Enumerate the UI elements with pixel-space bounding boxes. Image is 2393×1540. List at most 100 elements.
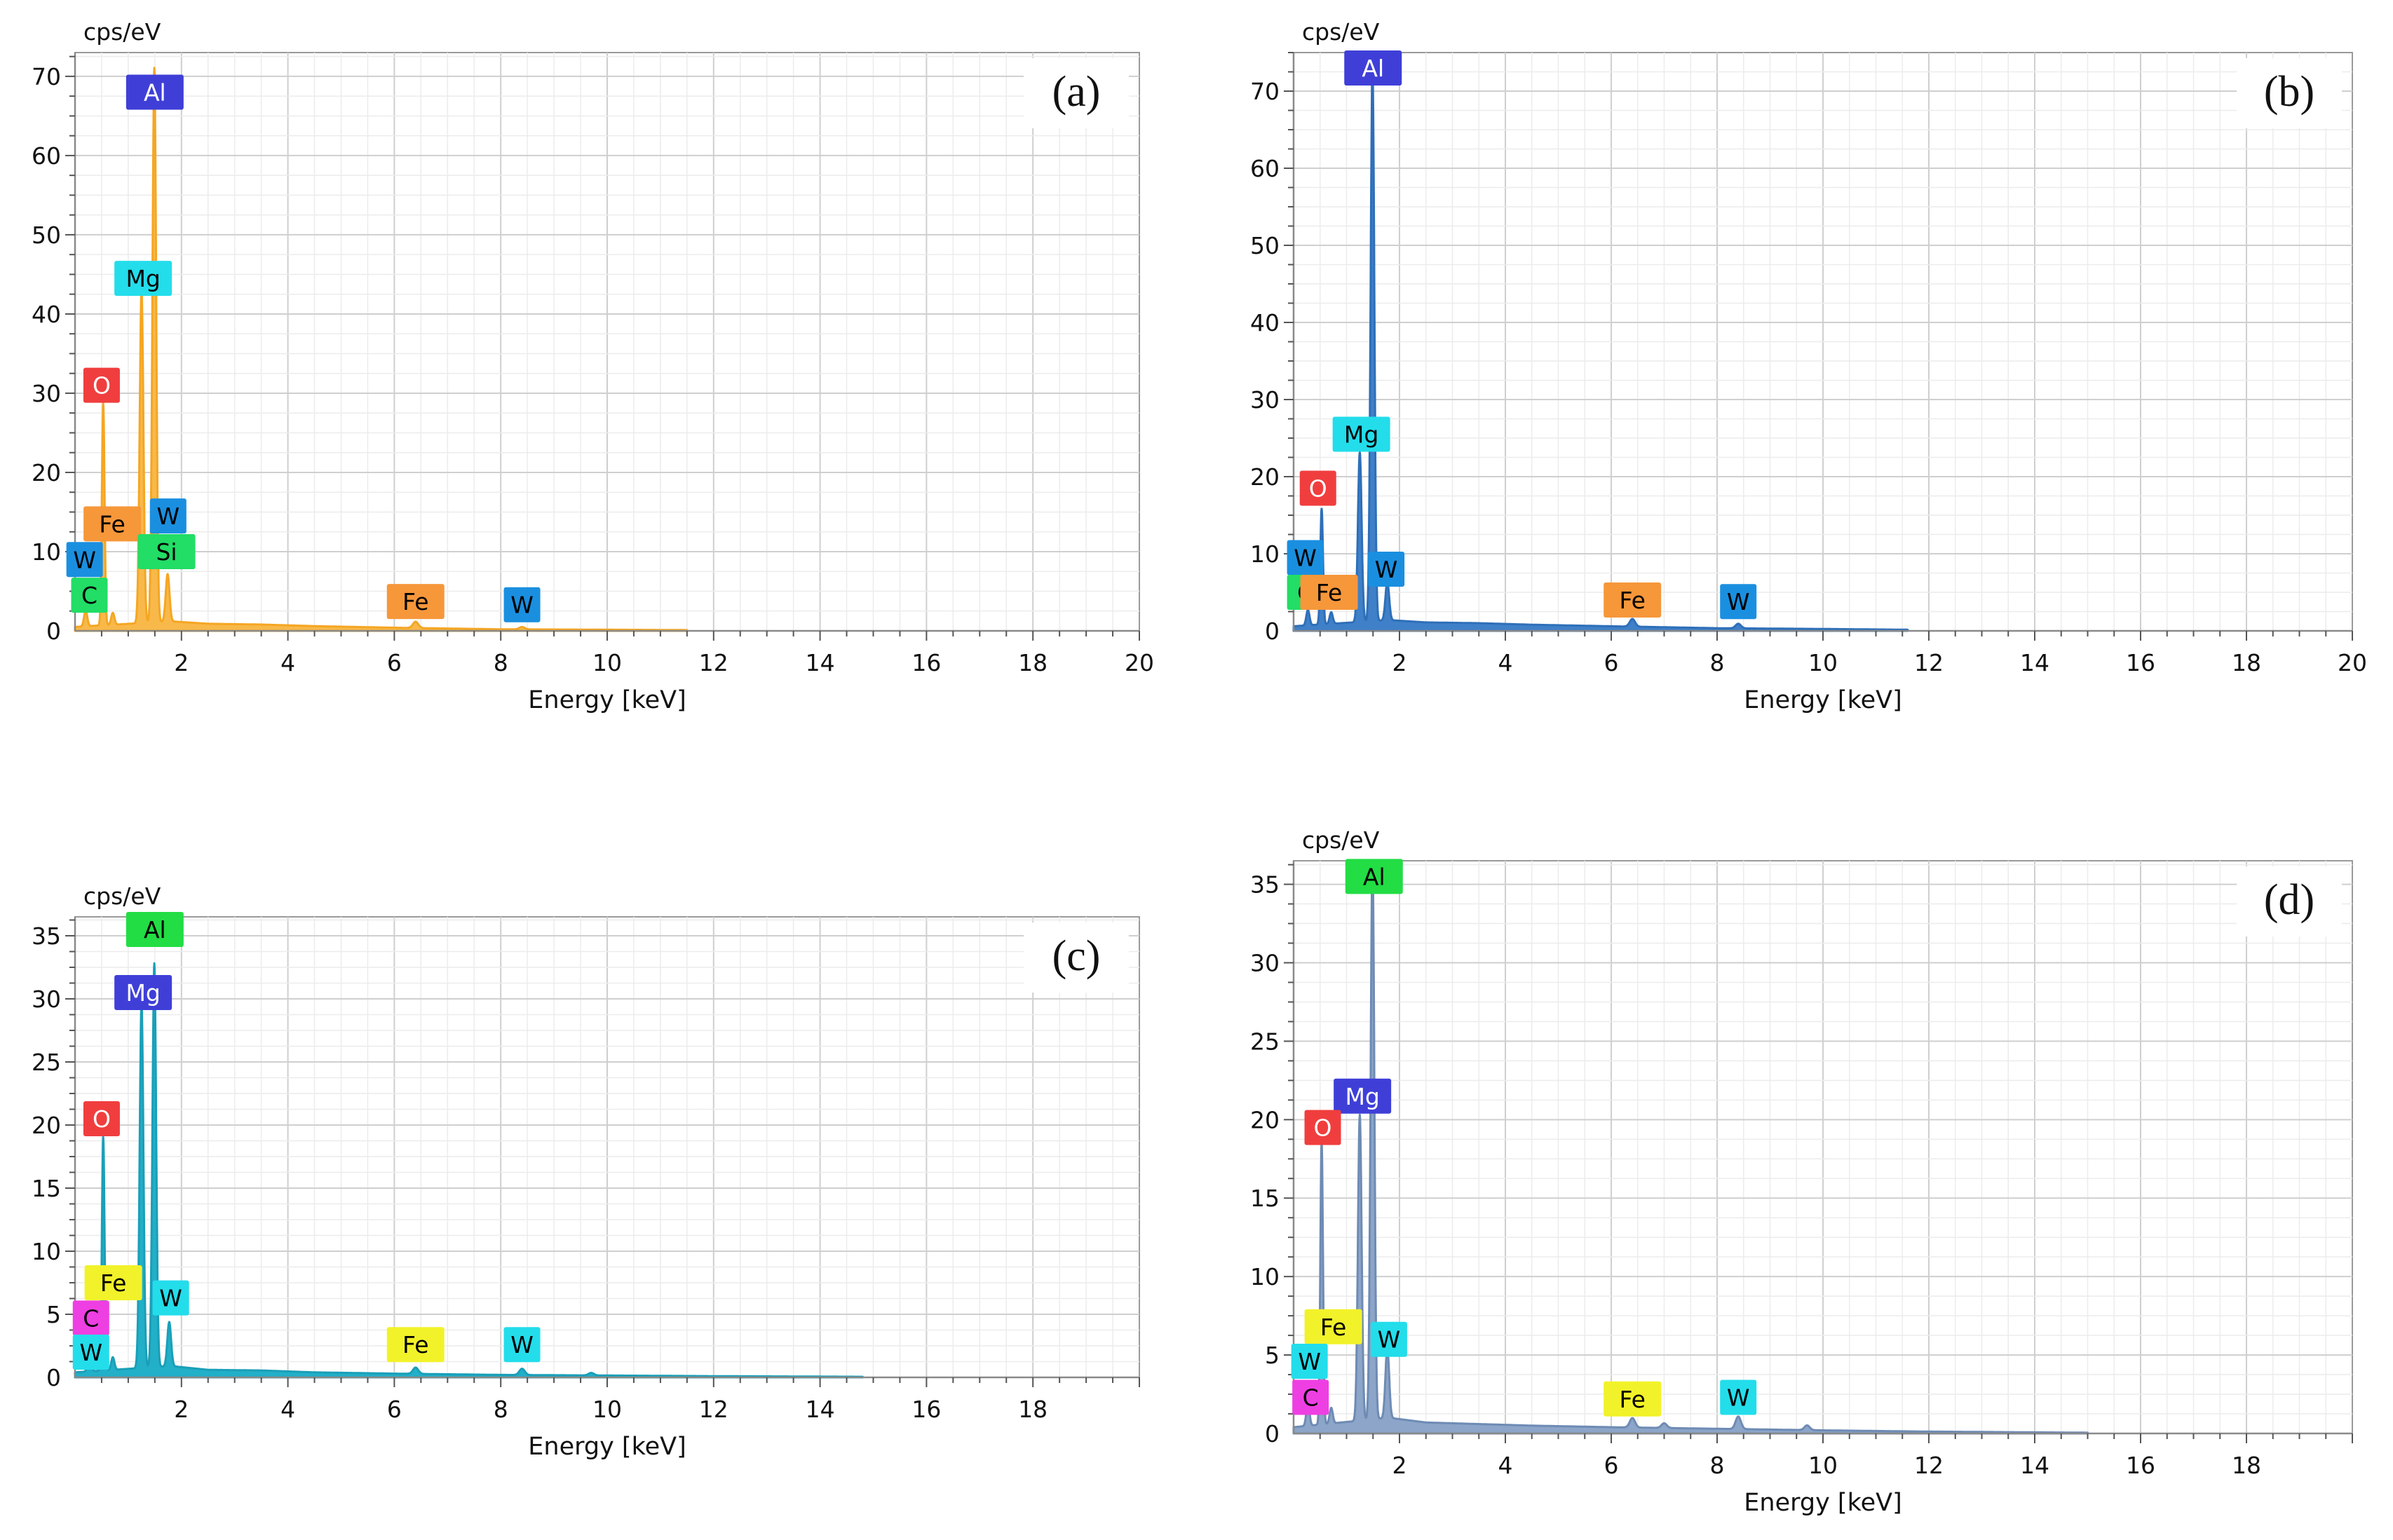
element-label-box	[1291, 1344, 1328, 1379]
element-label-mg: Mg	[1332, 416, 1390, 452]
element-label-text: W	[1298, 1348, 1321, 1375]
element-label-text: W	[510, 1331, 534, 1358]
element-label-w: W	[1287, 540, 1324, 575]
y-tick-label: 30	[1250, 949, 1280, 976]
x-tick-label: 14	[2020, 649, 2049, 676]
element-label-box	[1604, 1381, 1662, 1417]
x-tick-label: 8	[494, 1396, 508, 1423]
y-axis-title: cps/eV	[83, 18, 161, 46]
element-label-o: O	[1299, 470, 1336, 506]
element-label-box	[72, 1300, 109, 1336]
y-tick-label: 10	[1250, 540, 1280, 568]
element-label-text: Al	[144, 79, 166, 107]
y-axis-title: cps/eV	[1302, 826, 1380, 854]
element-label-box	[126, 74, 184, 110]
x-tick-label: 10	[1808, 1452, 1838, 1479]
element-label-text: Al	[1363, 863, 1385, 890]
y-tick-label: 30	[1250, 386, 1280, 414]
element-label-w: W	[503, 587, 541, 622]
x-tick-label: 4	[1498, 1452, 1513, 1479]
element-label-w: W	[1720, 1379, 1757, 1415]
element-label-w: W	[1720, 584, 1757, 620]
chart-a: 2 4 6 8 10 12 14 16 18 20 0 10 20 30 40 50 60 70 Energy [k…	[32, 18, 1154, 714]
element-label-fe: Fe	[386, 584, 445, 620]
element-label-box	[114, 261, 172, 297]
element-label-box	[1370, 1321, 1407, 1357]
element-label-box	[114, 975, 172, 1010]
element-label-al: Al	[1345, 859, 1403, 894]
y-tick-label: 50	[32, 222, 61, 249]
chart-d: 2 4 6 8 10 12 14 16 18 0 5 10 15 20 25 30 35 Energy [keV]…	[1250, 826, 2353, 1517]
y-tick-label: 20	[32, 459, 61, 486]
element-label-box	[137, 533, 196, 569]
element-label-text: C	[81, 582, 97, 609]
element-label-text: Fe	[1619, 587, 1645, 614]
element-label-w: W	[152, 1280, 189, 1316]
x-tick-label: 12	[699, 649, 728, 676]
element-label-text: Fe	[1316, 579, 1342, 606]
element-label-mg: Mg	[114, 261, 172, 297]
element-label-text: Fe	[100, 1269, 126, 1297]
element-label-o: O	[83, 367, 120, 403]
y-tick-label: 10	[32, 538, 61, 566]
x-tick-label: 12	[1914, 649, 1944, 676]
element-label-w: W	[72, 1335, 109, 1370]
spectrum-series	[74, 67, 689, 632]
panel-label: (a)	[1052, 68, 1101, 116]
element-label-box	[126, 912, 184, 947]
element-label-text: Si	[156, 538, 177, 566]
x-tick-label: 4	[280, 1396, 295, 1423]
y-tick-label: 20	[1250, 463, 1280, 491]
element-label-w: W	[1370, 1321, 1407, 1357]
element-label-text: Fe	[402, 588, 428, 615]
x-tick-label: 2	[174, 1396, 189, 1423]
y-tick-label: 40	[1250, 309, 1280, 336]
element-label-text: W	[510, 592, 534, 619]
y-tick-label: 40	[32, 301, 61, 328]
element-label-o: O	[83, 1101, 120, 1136]
y-axis-title: cps/eV	[1302, 18, 1380, 46]
element-label-text: W	[1294, 545, 1317, 572]
element-label-box	[149, 498, 187, 534]
element-label-text: Mg	[126, 979, 160, 1007]
element-label-w: W	[1368, 552, 1405, 587]
element-label-box	[1304, 1309, 1362, 1344]
y-tick-label: 15	[1250, 1185, 1280, 1212]
grid	[1294, 53, 2352, 631]
element-label-fe: Fe	[84, 1265, 142, 1300]
element-label-box	[503, 1327, 541, 1363]
y-tick-label: 35	[1250, 871, 1280, 899]
element-label-w: W	[149, 498, 187, 534]
y-tick-label: 25	[32, 1049, 61, 1076]
grid	[75, 53, 1139, 631]
element-label-box	[1720, 1379, 1757, 1415]
element-label-box	[1292, 1379, 1329, 1415]
x-tick-label: 16	[2126, 1452, 2155, 1479]
x-tick-label: 14	[2020, 1452, 2049, 1479]
element-label-text: Fe	[1320, 1314, 1346, 1341]
element-label-text: O	[1314, 1115, 1332, 1142]
x-tick-label: 10	[1808, 649, 1838, 676]
y-axis-title: cps/eV	[83, 883, 161, 910]
x-tick-label: 8	[1710, 1452, 1725, 1479]
element-label-text: W	[79, 1339, 102, 1366]
element-label-box	[83, 367, 120, 403]
element-label-fe: Fe	[1604, 1381, 1662, 1417]
panel-label: (c)	[1052, 932, 1101, 980]
element-label-fe: Fe	[83, 506, 142, 542]
y-tick-label: 5	[1265, 1342, 1280, 1369]
y-tick-label: 5	[46, 1301, 61, 1328]
element-label-box	[83, 1101, 120, 1136]
y-tick-label: 20	[32, 1112, 61, 1139]
element-label-w: W	[503, 1327, 541, 1363]
y-tick-label: 20	[1250, 1106, 1280, 1133]
element-label-w: W	[66, 542, 103, 578]
element-label-box	[66, 542, 103, 578]
x-tick-label: 8	[1710, 649, 1725, 676]
element-label-text: Fe	[99, 510, 125, 538]
x-tick-label: 6	[1604, 649, 1619, 676]
y-tick-label: 0	[1265, 1420, 1280, 1447]
element-label-box	[1604, 582, 1662, 618]
y-tick-label: 35	[32, 922, 61, 950]
x-tick-label: 18	[1018, 1396, 1048, 1423]
